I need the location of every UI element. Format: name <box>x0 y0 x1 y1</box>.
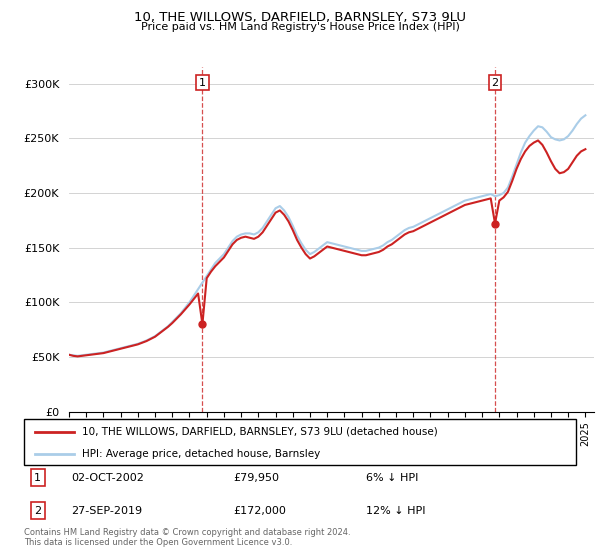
Text: HPI: Average price, detached house, Barnsley: HPI: Average price, detached house, Barn… <box>82 449 320 459</box>
FancyBboxPatch shape <box>24 419 576 465</box>
Text: 12% ↓ HPI: 12% ↓ HPI <box>366 506 426 516</box>
Text: 10, THE WILLOWS, DARFIELD, BARNSLEY, S73 9LU: 10, THE WILLOWS, DARFIELD, BARNSLEY, S73… <box>134 11 466 24</box>
Text: 10, THE WILLOWS, DARFIELD, BARNSLEY, S73 9LU (detached house): 10, THE WILLOWS, DARFIELD, BARNSLEY, S73… <box>82 427 438 437</box>
Text: 1: 1 <box>34 473 41 483</box>
Text: 2: 2 <box>491 78 499 88</box>
Text: 1: 1 <box>199 78 206 88</box>
Text: Contains HM Land Registry data © Crown copyright and database right 2024.: Contains HM Land Registry data © Crown c… <box>24 528 350 536</box>
Text: Price paid vs. HM Land Registry's House Price Index (HPI): Price paid vs. HM Land Registry's House … <box>140 22 460 32</box>
Text: This data is licensed under the Open Government Licence v3.0.: This data is licensed under the Open Gov… <box>24 538 292 547</box>
Text: 2: 2 <box>34 506 41 516</box>
Text: 6% ↓ HPI: 6% ↓ HPI <box>366 473 419 483</box>
Text: £79,950: £79,950 <box>234 473 280 483</box>
Text: 27-SEP-2019: 27-SEP-2019 <box>71 506 142 516</box>
Text: £172,000: £172,000 <box>234 506 287 516</box>
Text: 02-OCT-2002: 02-OCT-2002 <box>71 473 144 483</box>
